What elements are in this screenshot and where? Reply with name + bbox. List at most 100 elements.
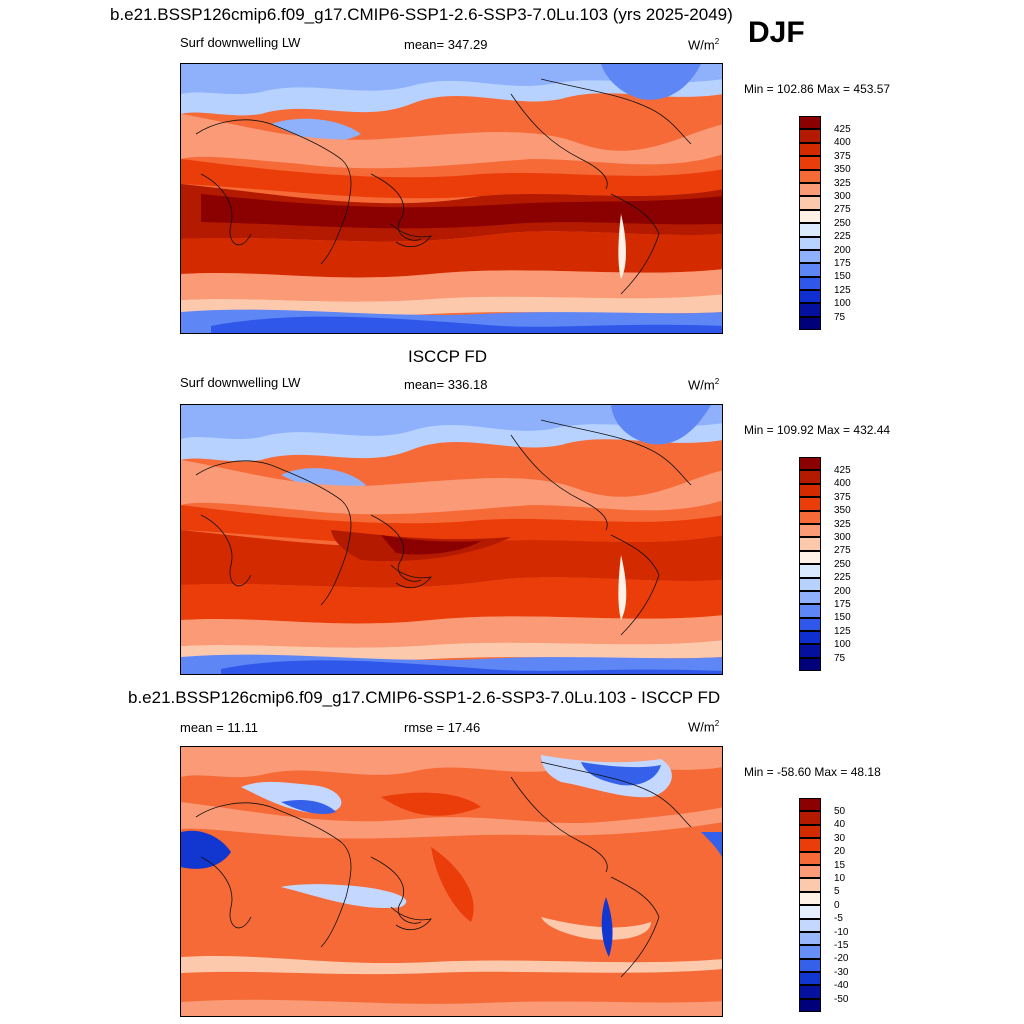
colorbar-tick-label: -30: [834, 966, 849, 978]
colorbar-tick-label: 75: [834, 311, 846, 323]
colorbar-tick-label: 275: [834, 204, 851, 216]
colorbar-swatch: [799, 798, 821, 812]
colorbar-tick-label: 300: [834, 532, 851, 543]
colorbar-swatch: [799, 510, 821, 524]
colorbar-swatch: [799, 316, 821, 331]
colorbar-tick-label: 175: [834, 599, 851, 610]
colorbar-swatch: [799, 303, 821, 317]
colorbar-tick-label: 0: [834, 899, 840, 911]
colorbar-tick-label: 425: [834, 465, 851, 476]
colorbar-tick-label: 375: [834, 491, 851, 503]
colorbar-tick-label: 15: [834, 859, 846, 871]
panel3-minmax-label: Min = -58.60 Max = 48.18: [744, 765, 881, 779]
panel2-variable-label: Surf downwelling LW: [180, 375, 301, 390]
colorbar-swatch: [799, 523, 821, 538]
colorbar-tick-label: 225: [834, 231, 851, 243]
colorbar-swatch: [799, 631, 821, 645]
colorbar-swatch: [799, 891, 821, 906]
colorbar-tick-label: 300: [834, 191, 851, 202]
colorbar-tick-label: -10: [834, 926, 849, 938]
colorbar-tick-label: 250: [834, 558, 851, 570]
colorbar-tick-label: 400: [834, 137, 851, 149]
panel3-mean-label: mean = 11.11: [180, 720, 258, 735]
panel3-map-field: [181, 747, 722, 1016]
colorbar-swatch: [799, 156, 821, 170]
colorbar-swatch: [799, 236, 821, 250]
colorbar-swatch: [799, 811, 821, 825]
colorbar-swatch: [799, 276, 821, 291]
colorbar-tick-label: -40: [834, 980, 849, 992]
colorbar-swatch: [799, 985, 821, 999]
panel3-title: b.e21.BSSP126cmip6.f09_g17.CMIP6-SSP1-2.…: [128, 688, 721, 707]
colorbar-swatch: [799, 249, 821, 264]
colorbar-swatch: [799, 142, 821, 157]
colorbar-tick-label: 200: [834, 585, 851, 597]
panel1-variable-label: Surf downwelling LW: [180, 35, 301, 50]
colorbar-tick-label: 75: [834, 652, 846, 664]
colorbar-swatch: [799, 577, 821, 591]
colorbar-tick-label: 175: [834, 258, 851, 269]
colorbar-swatch: [799, 590, 821, 605]
colorbar-tick-label: 225: [834, 572, 851, 584]
panel1-map: [180, 63, 723, 334]
colorbar-tick-label: 200: [834, 244, 851, 256]
colorbar-tick-label: 250: [834, 217, 851, 229]
colorbar-swatch: [799, 644, 821, 658]
colorbar-swatch: [799, 470, 821, 484]
colorbar-tick-label: 375: [834, 150, 851, 162]
colorbar-swatch: [799, 851, 821, 865]
colorbar-swatch: [799, 457, 821, 471]
colorbar-swatch: [799, 905, 821, 919]
colorbar-tick-label: -15: [834, 940, 849, 951]
colorbar-swatch: [799, 657, 821, 672]
colorbar-swatch: [799, 483, 821, 498]
colorbar-swatch: [799, 998, 821, 1013]
colorbar-tick-label: 50: [834, 806, 846, 817]
colorbar-tick-label: 325: [834, 518, 851, 530]
panel1-units-label: W/m2: [688, 37, 720, 53]
panel3-units-label: W/m2: [688, 719, 720, 735]
colorbar-swatch: [799, 958, 821, 973]
panel1-minmax-label: Min = 102.86 Max = 453.57: [744, 82, 891, 96]
colorbar-swatch: [799, 564, 821, 578]
colorbar-tick-label: 350: [834, 164, 851, 176]
colorbar-tick-label: 20: [834, 846, 846, 858]
panel3-rmse-label: rmse = 17.46: [404, 720, 481, 735]
colorbar-swatch: [799, 918, 821, 932]
colorbar-swatch: [799, 209, 821, 224]
colorbar-tick-label: 350: [834, 505, 851, 517]
panel1-title: b.e21.BSSP126cmip6.f09_g17.CMIP6-SSP1-2.…: [110, 5, 733, 24]
panel3-colorbar: [799, 798, 821, 1013]
panel2-title: ISCCP FD: [408, 347, 488, 366]
colorbar-swatch: [799, 972, 821, 986]
colorbar-tick-label: 275: [834, 545, 851, 557]
panel1-mean-label: mean= 347.29: [404, 37, 488, 52]
colorbar-tick-label: 125: [834, 625, 851, 637]
colorbar-tick-label: 325: [834, 177, 851, 189]
panel1-colorbar: [799, 116, 821, 331]
colorbar-swatch: [799, 290, 821, 304]
colorbar-swatch: [799, 617, 821, 632]
panel3-map: [180, 746, 723, 1017]
colorbar-swatch: [799, 263, 821, 277]
colorbar-tick-label: -20: [834, 953, 849, 965]
colorbar-tick-label: 125: [834, 284, 851, 296]
colorbar-swatch: [799, 878, 821, 892]
panel2-mean-label: mean= 336.18: [404, 377, 488, 392]
colorbar-swatch: [799, 169, 821, 183]
colorbar-tick-label: 400: [834, 478, 851, 490]
colorbar-tick-label: 100: [834, 298, 851, 310]
panel2-units-label: W/m2: [688, 377, 720, 393]
panel2-map-field: [181, 405, 722, 674]
colorbar-tick-label: 150: [834, 612, 851, 624]
colorbar-swatch: [799, 945, 821, 959]
colorbar-swatch: [799, 116, 821, 130]
panel1-map-field: [181, 64, 722, 333]
colorbar-tick-label: 30: [834, 832, 846, 844]
colorbar-swatch: [799, 824, 821, 839]
colorbar-swatch: [799, 497, 821, 511]
panel2-colorbar: [799, 457, 821, 672]
colorbar-swatch: [799, 604, 821, 618]
colorbar-swatch: [799, 864, 821, 879]
colorbar-swatch: [799, 129, 821, 143]
